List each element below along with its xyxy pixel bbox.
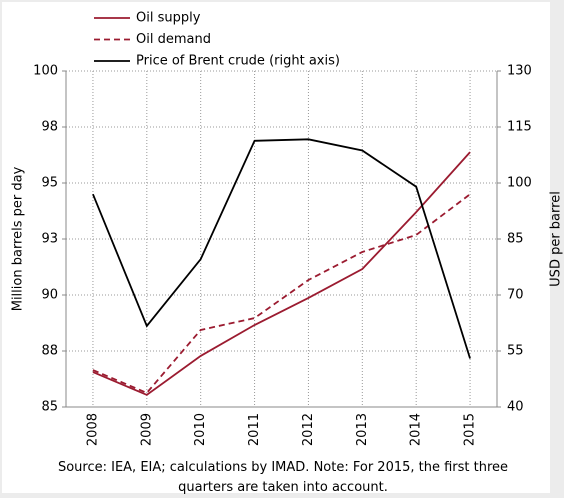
series-line <box>92 151 471 396</box>
y-tick-label: 85 <box>41 400 58 415</box>
y2-tick-label: 70 <box>507 288 524 303</box>
x-tick-label: 2012 <box>301 413 316 446</box>
series-line <box>92 138 471 359</box>
source-note: Source: IEA, EIA; calculations by IMAD. … <box>57 460 509 495</box>
y2-tick-label: 55 <box>507 344 524 359</box>
y-axis-title: Million barrels per day <box>11 166 26 311</box>
legend-label: Oil demand <box>136 32 211 47</box>
x-tick-label: 2008 <box>85 413 100 446</box>
y-tick-label: 95 <box>41 176 58 191</box>
x-tick-label: 2014 <box>409 413 424 446</box>
series-line <box>92 193 471 394</box>
y2-tick-label: 40 <box>507 400 524 415</box>
y2-tick-label: 100 <box>507 176 532 191</box>
legend-label: Oil supply <box>136 11 201 26</box>
legend-label: Price of Brent crude (right axis) <box>136 54 340 69</box>
y-tick-label: 90 <box>41 288 58 303</box>
y2-axis-title: USD per barrel <box>549 191 564 287</box>
x-tick-label: 2013 <box>355 413 370 446</box>
y-tick-label: 100 <box>33 64 58 79</box>
y2-tick-label: 130 <box>507 64 532 79</box>
x-tick-label: 2010 <box>193 413 208 446</box>
x-tick-label: 2011 <box>247 413 262 446</box>
y-tick-label: 98 <box>41 120 58 135</box>
x-tick-label: 2015 <box>463 413 478 446</box>
y2-tick-label: 115 <box>507 120 532 135</box>
y-tick-label: 93 <box>41 232 58 247</box>
y2-tick-label: 85 <box>507 232 524 247</box>
y-tick-label: 88 <box>41 344 58 359</box>
x-tick-label: 2009 <box>139 413 154 446</box>
